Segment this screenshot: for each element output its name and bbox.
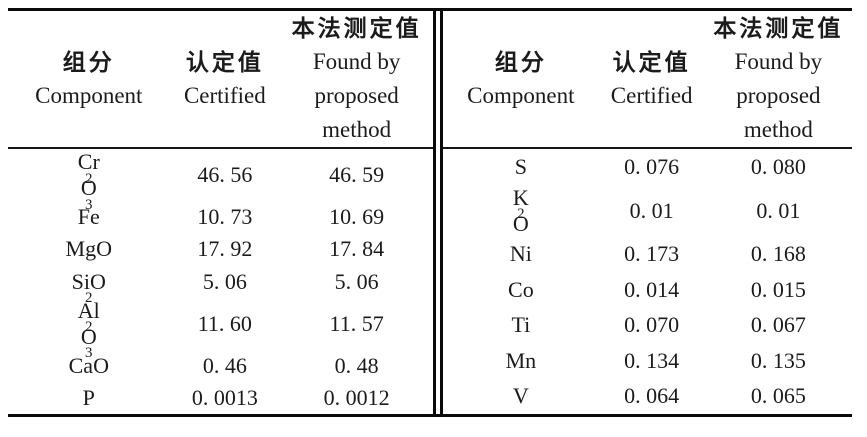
certified-value: 0. 014 xyxy=(624,276,680,302)
table-row: Mn 0. 134 0. 135 xyxy=(443,343,852,379)
header-certified-zh: 认定值 xyxy=(185,49,264,75)
header-found-en-1: Found by xyxy=(734,49,823,74)
found-value: 0. 065 xyxy=(750,383,806,409)
certified-vs-found-comparison-table: 组分 Component 认定值 Certified 本法测定值 Found b… xyxy=(8,8,852,417)
certified-value: 0. 134 xyxy=(624,347,680,373)
header-certified: 认定值 Certified xyxy=(599,11,705,147)
table-right-half: 组分 Component 认定值 Certified 本法测定值 Found b… xyxy=(443,11,852,414)
certified-value: 0. 01 xyxy=(629,197,674,223)
header-found-en-3: method xyxy=(743,117,813,142)
header-found-en-2: proposed xyxy=(314,83,399,108)
table-row: Ti 0. 070 0. 067 xyxy=(443,308,852,344)
found-value: 46. 59 xyxy=(329,162,385,187)
certified-value: 46. 56 xyxy=(197,162,253,187)
header-component-en: Component xyxy=(35,83,143,108)
table-left-half: 组分 Component 认定值 Certified 本法测定值 Found b… xyxy=(8,11,434,414)
header-component-zh: 组分 xyxy=(62,49,115,75)
component-cell: Ni xyxy=(509,241,532,267)
found-value: 0. 067 xyxy=(750,312,806,338)
component-cell: Fe xyxy=(77,204,100,230)
found-value: 17. 84 xyxy=(329,236,385,262)
table-row: SiO 2 5. 06 5. 06 xyxy=(8,265,433,307)
header-component: 组分 Component xyxy=(443,11,598,147)
header-certified: 认定值 Certified xyxy=(170,11,281,147)
header-component: 组分 Component xyxy=(8,11,170,147)
table-row: S 0. 076 0. 080 xyxy=(443,149,852,185)
table-row: CaO 0. 46 0. 48 xyxy=(8,350,433,382)
header-certified-zh: 认定值 xyxy=(612,49,691,75)
header-found-zh: 本法测定值 xyxy=(291,15,422,41)
certified-value: 17. 92 xyxy=(197,236,253,262)
table-row: Co 0. 014 0. 015 xyxy=(443,272,852,308)
header-found-en-3: method xyxy=(322,117,392,142)
header-certified-en: Certified xyxy=(183,83,266,108)
table-left-header: 组分 Component 认定值 Certified 本法测定值 Found b… xyxy=(8,11,434,149)
component-cell: Ti xyxy=(511,312,531,338)
found-value: 0. 0012 xyxy=(323,384,390,410)
component-cell: CaO xyxy=(68,352,109,378)
table-row: MgO 17. 92 17. 84 xyxy=(8,233,433,265)
component-cell: Co xyxy=(508,276,534,302)
found-value: 0. 135 xyxy=(750,347,806,373)
header-component-zh: 组分 xyxy=(494,49,547,75)
found-value: 5. 06 xyxy=(334,268,379,294)
component-cell: V xyxy=(512,383,529,409)
certified-value: 10. 73 xyxy=(197,204,253,230)
certified-value: 0. 064 xyxy=(624,383,680,409)
found-value: 10. 69 xyxy=(329,204,385,230)
component-cell: MgO xyxy=(65,236,112,262)
header-found: 本法测定值 Found by proposed method xyxy=(280,11,433,147)
header-found-en-1: Found by xyxy=(312,49,401,74)
table-right-header: 组分 Component 认定值 Certified 本法测定值 Found b… xyxy=(443,11,852,149)
certified-value: 0. 173 xyxy=(624,241,680,267)
found-value: 0. 168 xyxy=(750,241,806,267)
component-cell: SiO 2 xyxy=(71,268,106,307)
header-certified-en: Certified xyxy=(610,83,693,108)
table-row: Ni 0. 173 0. 168 xyxy=(443,237,852,273)
header-component-en: Component xyxy=(467,83,575,108)
certified-value: 5. 06 xyxy=(202,268,247,294)
table-row: P 0. 0013 0. 0012 xyxy=(8,382,433,414)
component-cell: S xyxy=(514,153,527,179)
header-found-zh: 本法测定值 xyxy=(713,15,844,41)
certified-value: 0. 070 xyxy=(624,312,680,338)
certified-value: 0. 076 xyxy=(624,153,680,179)
found-value: 0. 48 xyxy=(334,352,379,378)
found-value: 0. 015 xyxy=(750,276,806,302)
header-found-en-2: proposed xyxy=(736,83,821,108)
component-cell: P xyxy=(82,384,95,410)
table-row: Fe 10. 73 10. 69 xyxy=(8,201,433,233)
double-rule-divider xyxy=(433,11,444,414)
header-found: 本法测定值 Found by proposed method xyxy=(705,11,852,147)
certified-value: 11. 60 xyxy=(197,310,252,336)
found-value: 11. 57 xyxy=(329,310,384,336)
found-value: 0. 01 xyxy=(756,197,801,223)
certified-value: 0. 46 xyxy=(202,352,247,378)
component-cell: Mn xyxy=(505,347,537,373)
found-value: 0. 080 xyxy=(750,153,806,179)
certified-value: 0. 0013 xyxy=(191,384,258,410)
table-row: V 0. 064 0. 065 xyxy=(443,379,852,415)
